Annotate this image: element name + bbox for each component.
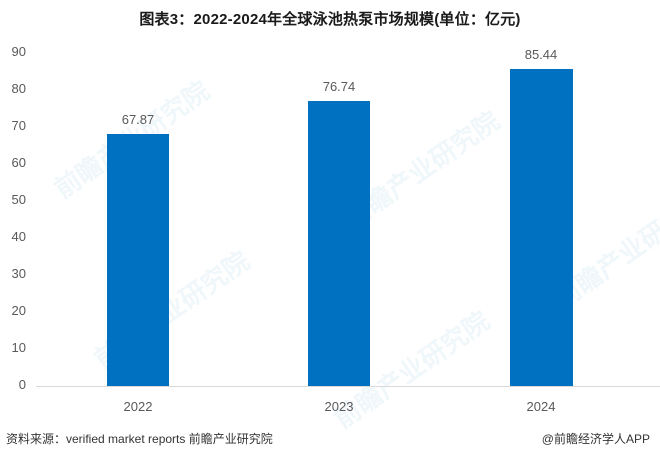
x-tick-label: 2024 (526, 399, 556, 414)
bar-value-label: 85.44 (524, 47, 558, 62)
x-tick-label: 2022 (123, 399, 153, 414)
chart-title: 图表3：2022-2024年全球泳池热泵市场规模(单位：亿元) (139, 11, 521, 28)
y-tick-label: 10 (11, 340, 26, 355)
bar-2023 (308, 101, 370, 386)
y-tick-label: 80 (11, 81, 26, 96)
x-tick-label: 2023 (324, 399, 354, 414)
x-axis-line (36, 386, 660, 387)
bar-value-label: 76.74 (322, 79, 356, 94)
y-tick-label: 40 (11, 229, 26, 244)
y-tick-label: 70 (11, 118, 26, 133)
y-tick-label: 90 (11, 44, 26, 59)
y-tick-label: 30 (11, 266, 26, 281)
y-tick-label: 50 (11, 192, 26, 207)
y-tick-label: 60 (11, 155, 26, 170)
source-note: 资料来源：verified market reports 前瞻产业研究院 (6, 432, 273, 446)
credit-note: @前瞻经济学人APP (541, 432, 650, 446)
bar-2022 (107, 134, 169, 386)
bar-value-label: 67.87 (121, 112, 155, 127)
bar-2024 (510, 69, 573, 386)
y-tick-label: 0 (18, 377, 26, 392)
y-tick-label: 20 (11, 303, 26, 318)
